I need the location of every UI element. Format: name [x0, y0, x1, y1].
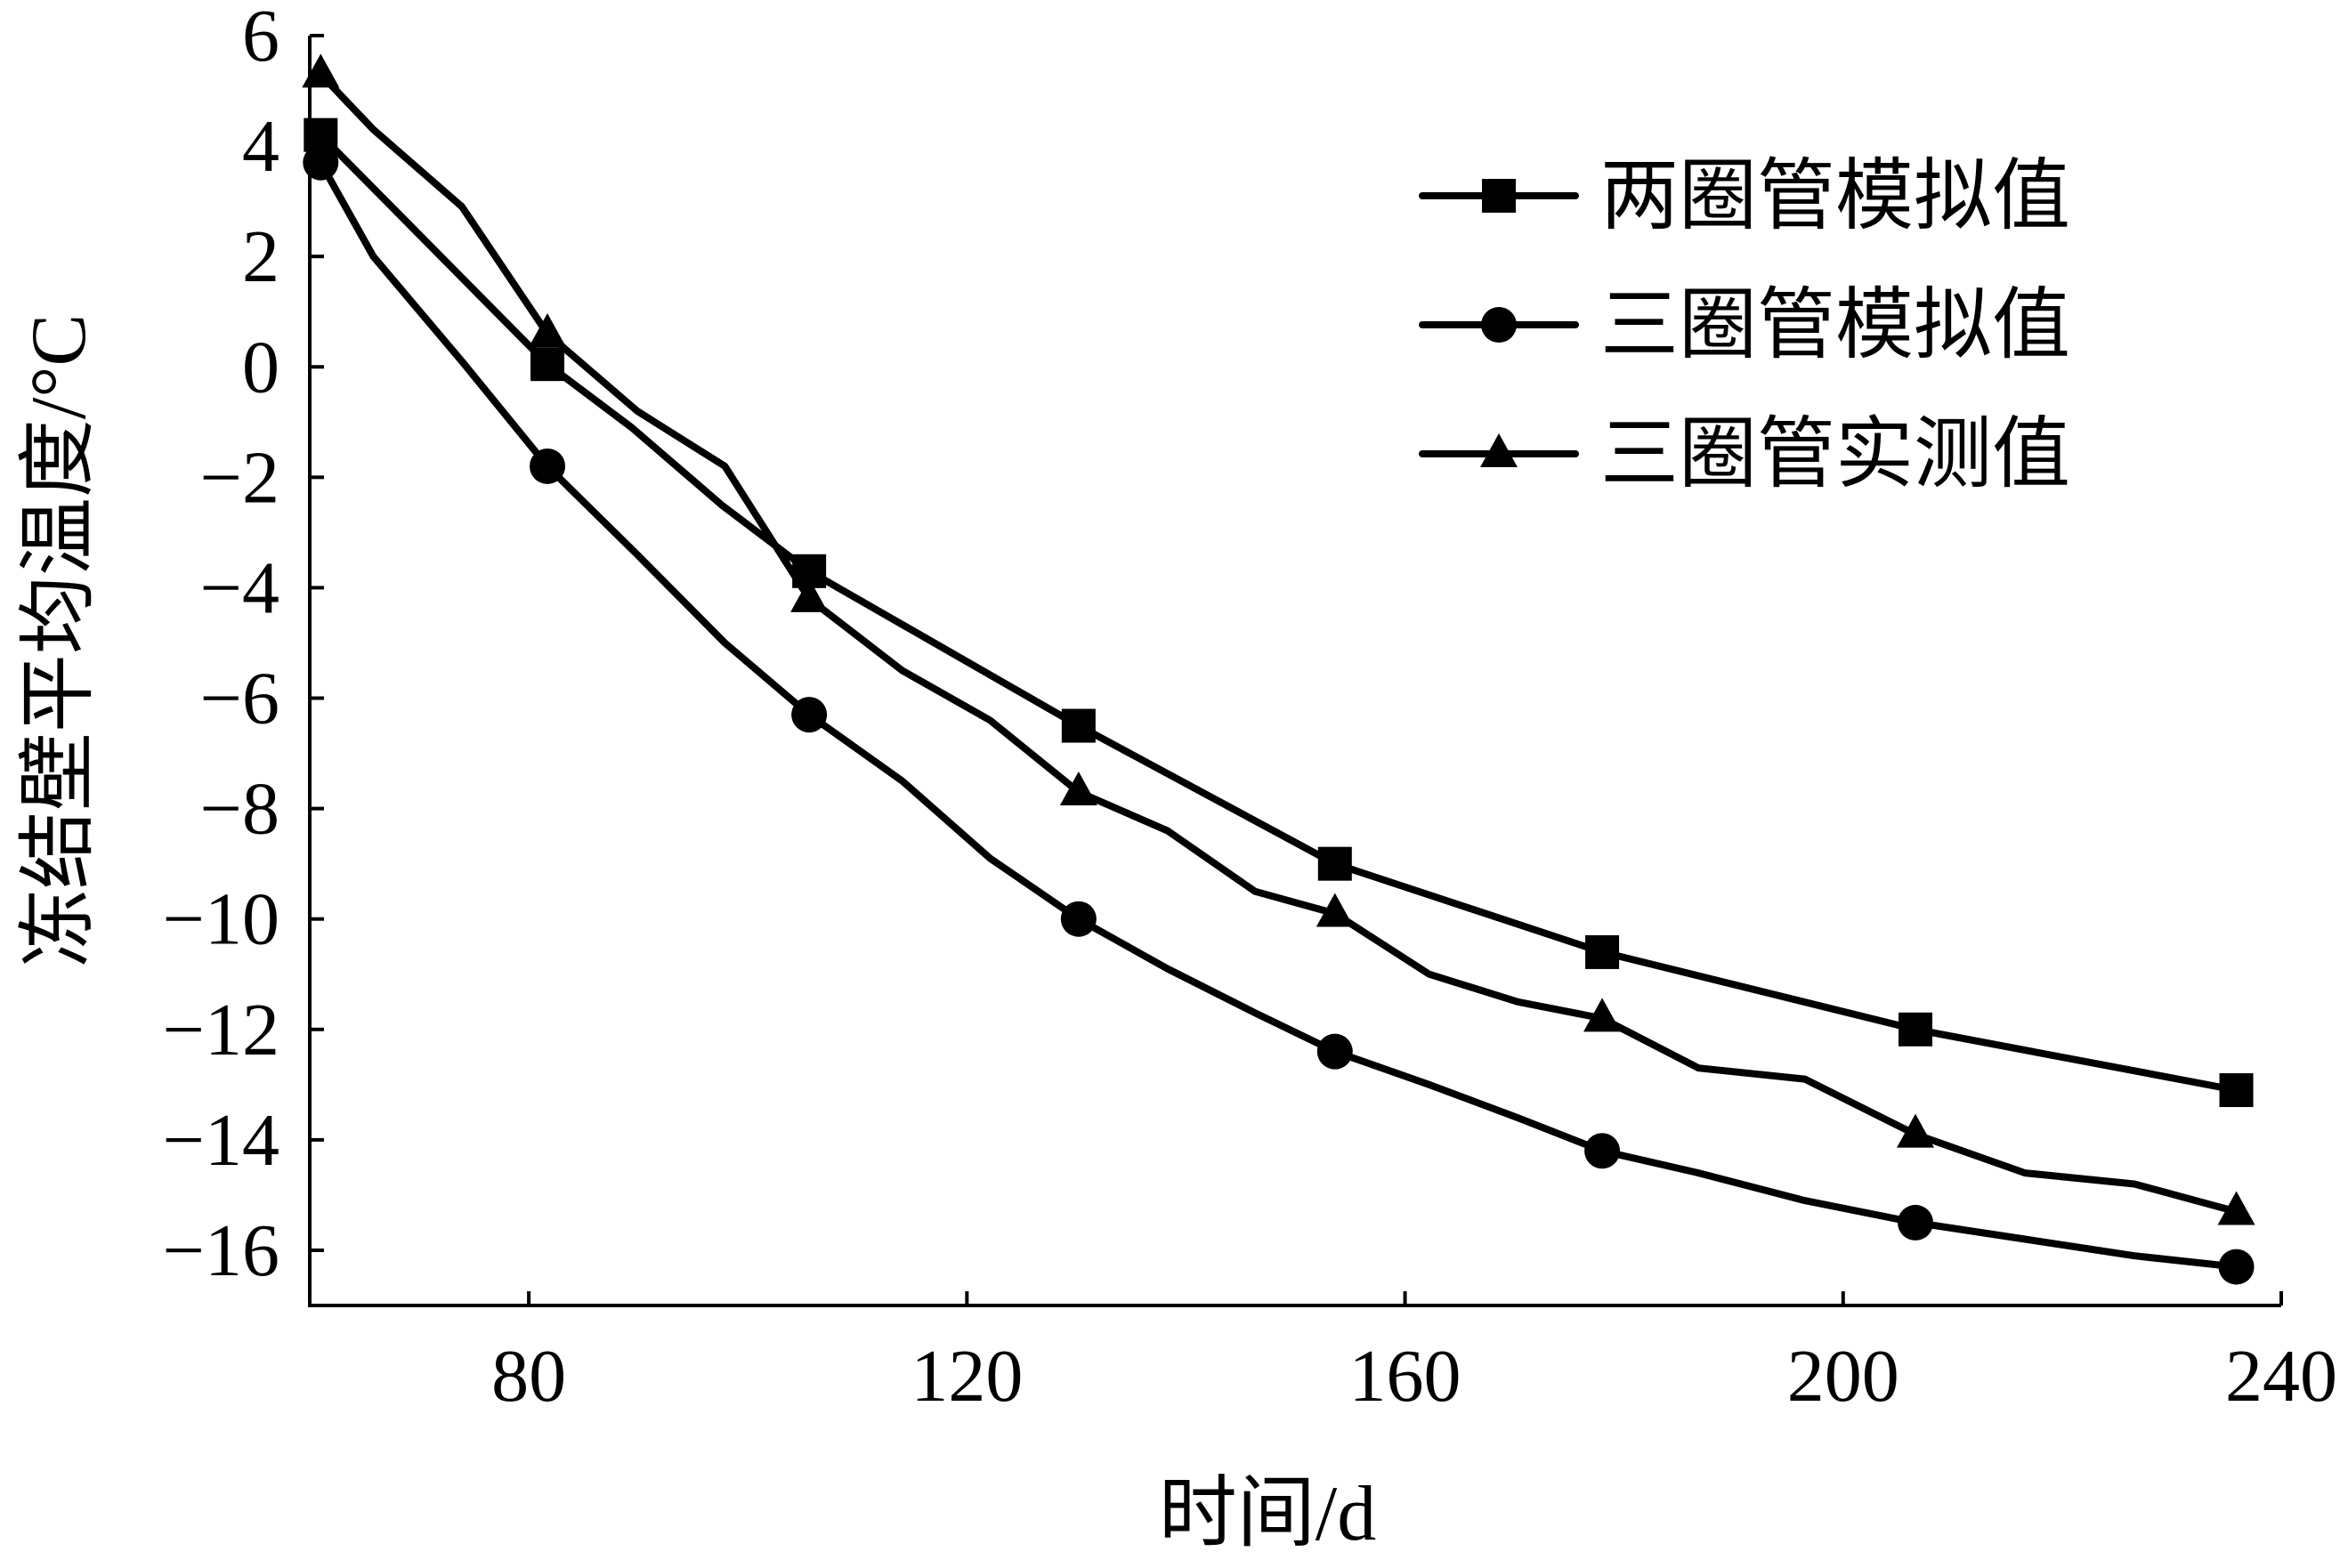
data-point-circle: [1061, 901, 1097, 937]
data-point-circle: [530, 449, 565, 484]
data-point-circle: [1584, 1133, 1620, 1168]
data-point-triangle: [302, 53, 339, 87]
y-tick-labels: 6 4 2 0 −2 −4 −6 −8 −10 −12 −14 −16: [163, 0, 279, 1292]
x-tick-label: 80: [491, 1335, 566, 1418]
y-tick-label: −16: [163, 1209, 279, 1292]
y-tick-label: 2: [242, 215, 279, 298]
data-point-circle: [1317, 1034, 1353, 1070]
legend-label: 两圈管模拟值: [1600, 154, 2070, 240]
data-point-circle: [303, 145, 338, 181]
legend-item-circle: 三圈管模拟值: [1422, 283, 2070, 369]
y-axis-title: 冻结壁平均温度/°C: [16, 314, 102, 967]
series-line-square: [320, 135, 2236, 1090]
legend-marker: [1482, 179, 1516, 213]
data-point-square: [530, 347, 564, 381]
x-tick-label: 200: [1787, 1335, 1899, 1418]
y-tick-label: −14: [163, 1099, 279, 1182]
data-point-circle: [791, 697, 827, 732]
data-point-square: [1585, 935, 1619, 969]
x-axis-title: 时间/d: [1159, 1471, 1376, 1557]
legend-item-triangle: 三圈管实测值: [1422, 412, 2070, 498]
x-tick-label: 160: [1349, 1335, 1461, 1418]
y-tick-label: −12: [163, 989, 279, 1071]
series-line-triangle: [320, 74, 2236, 1211]
y-tick-label: −2: [200, 436, 279, 519]
data-point-circle: [1898, 1205, 1933, 1241]
legend-marker: [1481, 307, 1517, 343]
data-point-square: [1062, 709, 1096, 743]
data-point-square: [2220, 1073, 2254, 1107]
y-tick-label: 6: [242, 0, 279, 77]
data-point-circle: [2219, 1249, 2255, 1285]
y-tick-label: −10: [163, 878, 279, 961]
data-point-square: [1318, 847, 1352, 881]
x-tick-label: 240: [2225, 1335, 2337, 1418]
y-tick-label: 0: [242, 326, 279, 408]
series-square: [304, 118, 2253, 1107]
legend-label: 三圈管实测值: [1600, 412, 2070, 498]
legend-item-square: 两圈管模拟值: [1422, 154, 2070, 240]
legend-label: 三圈管模拟值: [1600, 283, 2070, 369]
y-tick-label: 4: [242, 105, 279, 188]
y-tick-label: −6: [200, 658, 279, 740]
y-tick-label: −8: [200, 768, 279, 851]
x-tick-label: 120: [911, 1335, 1023, 1418]
data-point-triangle: [1060, 772, 1097, 805]
x-tick-labels: 80 120 160 200 240: [491, 1335, 2337, 1418]
y-tick-label: −4: [200, 546, 279, 629]
data-point-square: [1899, 1013, 1932, 1047]
